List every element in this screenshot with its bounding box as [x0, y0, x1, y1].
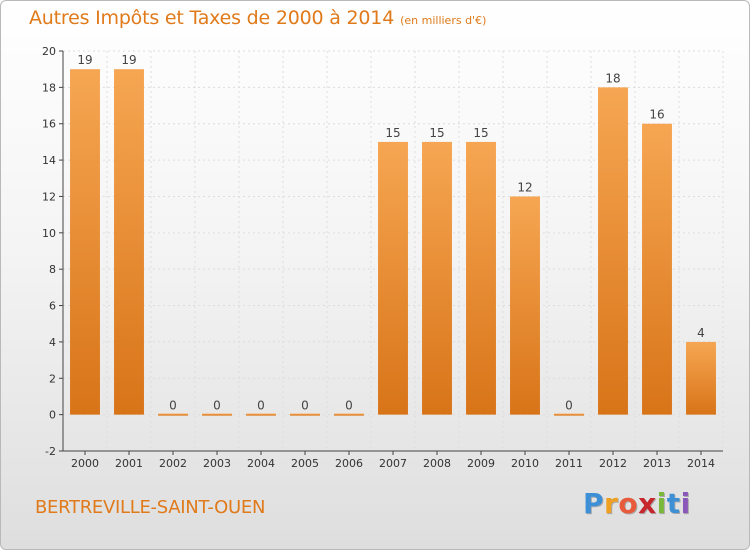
- bar-2001: [114, 69, 144, 415]
- y-tick-label: 16: [42, 118, 56, 131]
- logo-letter: t: [666, 487, 681, 520]
- value-label-2001: 19: [121, 53, 136, 67]
- y-tick-label: 6: [49, 300, 56, 313]
- logo-letter: o: [618, 487, 639, 520]
- value-label-2006: 0: [345, 399, 353, 413]
- value-label-2002: 0: [169, 399, 177, 413]
- value-label-2000: 19: [77, 53, 92, 67]
- value-label-2012: 18: [605, 71, 620, 85]
- value-label-2003: 0: [213, 399, 221, 413]
- y-tick-label: 18: [42, 81, 56, 94]
- value-label-2008: 15: [429, 126, 444, 140]
- city-name: BERTREVILLE-SAINT-OUEN: [35, 497, 266, 518]
- bar-2006: [334, 413, 364, 416]
- bar-2005: [290, 413, 320, 416]
- proxiti-logo[interactable]: Proxiti: [583, 487, 691, 520]
- y-tick-label: -2: [45, 445, 56, 458]
- chart-unit: (en milliers d'€): [400, 14, 487, 27]
- value-label-2004: 0: [257, 399, 265, 413]
- x-tick-label-2000: 2000: [71, 457, 99, 470]
- y-tick-label: 0: [49, 409, 56, 422]
- logo-letter: i: [656, 487, 667, 520]
- x-tick-label-2010: 2010: [511, 457, 539, 470]
- bar-2000: [70, 69, 100, 415]
- logo-letter: x: [638, 487, 657, 520]
- bar-2009: [466, 141, 496, 415]
- bar-2003: [202, 413, 232, 416]
- logo-letter: r: [604, 487, 619, 520]
- value-label-2013: 16: [649, 108, 664, 122]
- y-tick-label: 2: [49, 372, 56, 385]
- x-tick-label-2004: 2004: [247, 457, 275, 470]
- x-tick-label-2013: 2013: [643, 457, 671, 470]
- x-tick-label-2012: 2012: [599, 457, 627, 470]
- y-tick-label: 4: [49, 336, 56, 349]
- x-tick-label-2008: 2008: [423, 457, 451, 470]
- y-tick-label: 10: [42, 227, 56, 240]
- chart-title-row: Autres Impôts et Taxes de 2000 à 2014 (en…: [29, 7, 486, 29]
- bar-2007: [378, 141, 408, 415]
- bar-2010: [510, 196, 540, 415]
- x-tick-label-2014: 2014: [687, 457, 715, 470]
- logo-letter: P: [583, 487, 605, 520]
- value-label-2010: 12: [517, 180, 532, 194]
- y-tick-label: 12: [42, 190, 56, 203]
- x-tick-label-2003: 2003: [203, 457, 231, 470]
- x-tick-label-2001: 2001: [115, 457, 143, 470]
- x-tick-label-2005: 2005: [291, 457, 319, 470]
- bar-2012: [598, 87, 628, 415]
- value-label-2007: 15: [385, 126, 400, 140]
- y-tick-label: 20: [42, 45, 56, 58]
- y-tick-label: 14: [42, 154, 56, 167]
- y-tick-label: 8: [49, 263, 56, 276]
- x-tick-label-2002: 2002: [159, 457, 187, 470]
- x-tick-label-2006: 2006: [335, 457, 363, 470]
- bar-2013: [642, 123, 672, 415]
- bar-2002: [158, 413, 188, 416]
- bar-2008: [422, 141, 452, 415]
- logo-letter: i: [680, 487, 691, 520]
- value-label-2009: 15: [473, 126, 488, 140]
- bar-2011: [554, 413, 584, 416]
- x-tick-label-2011: 2011: [555, 457, 583, 470]
- bar-2014: [686, 341, 716, 415]
- bar-2004: [246, 413, 276, 416]
- value-label-2014: 4: [697, 326, 705, 340]
- x-tick-label-2009: 2009: [467, 457, 495, 470]
- x-tick-label-2007: 2007: [379, 457, 407, 470]
- value-label-2011: 0: [565, 399, 573, 413]
- value-label-2005: 0: [301, 399, 309, 413]
- chart-title: Autres Impôts et Taxes de 2000 à 2014: [29, 7, 395, 29]
